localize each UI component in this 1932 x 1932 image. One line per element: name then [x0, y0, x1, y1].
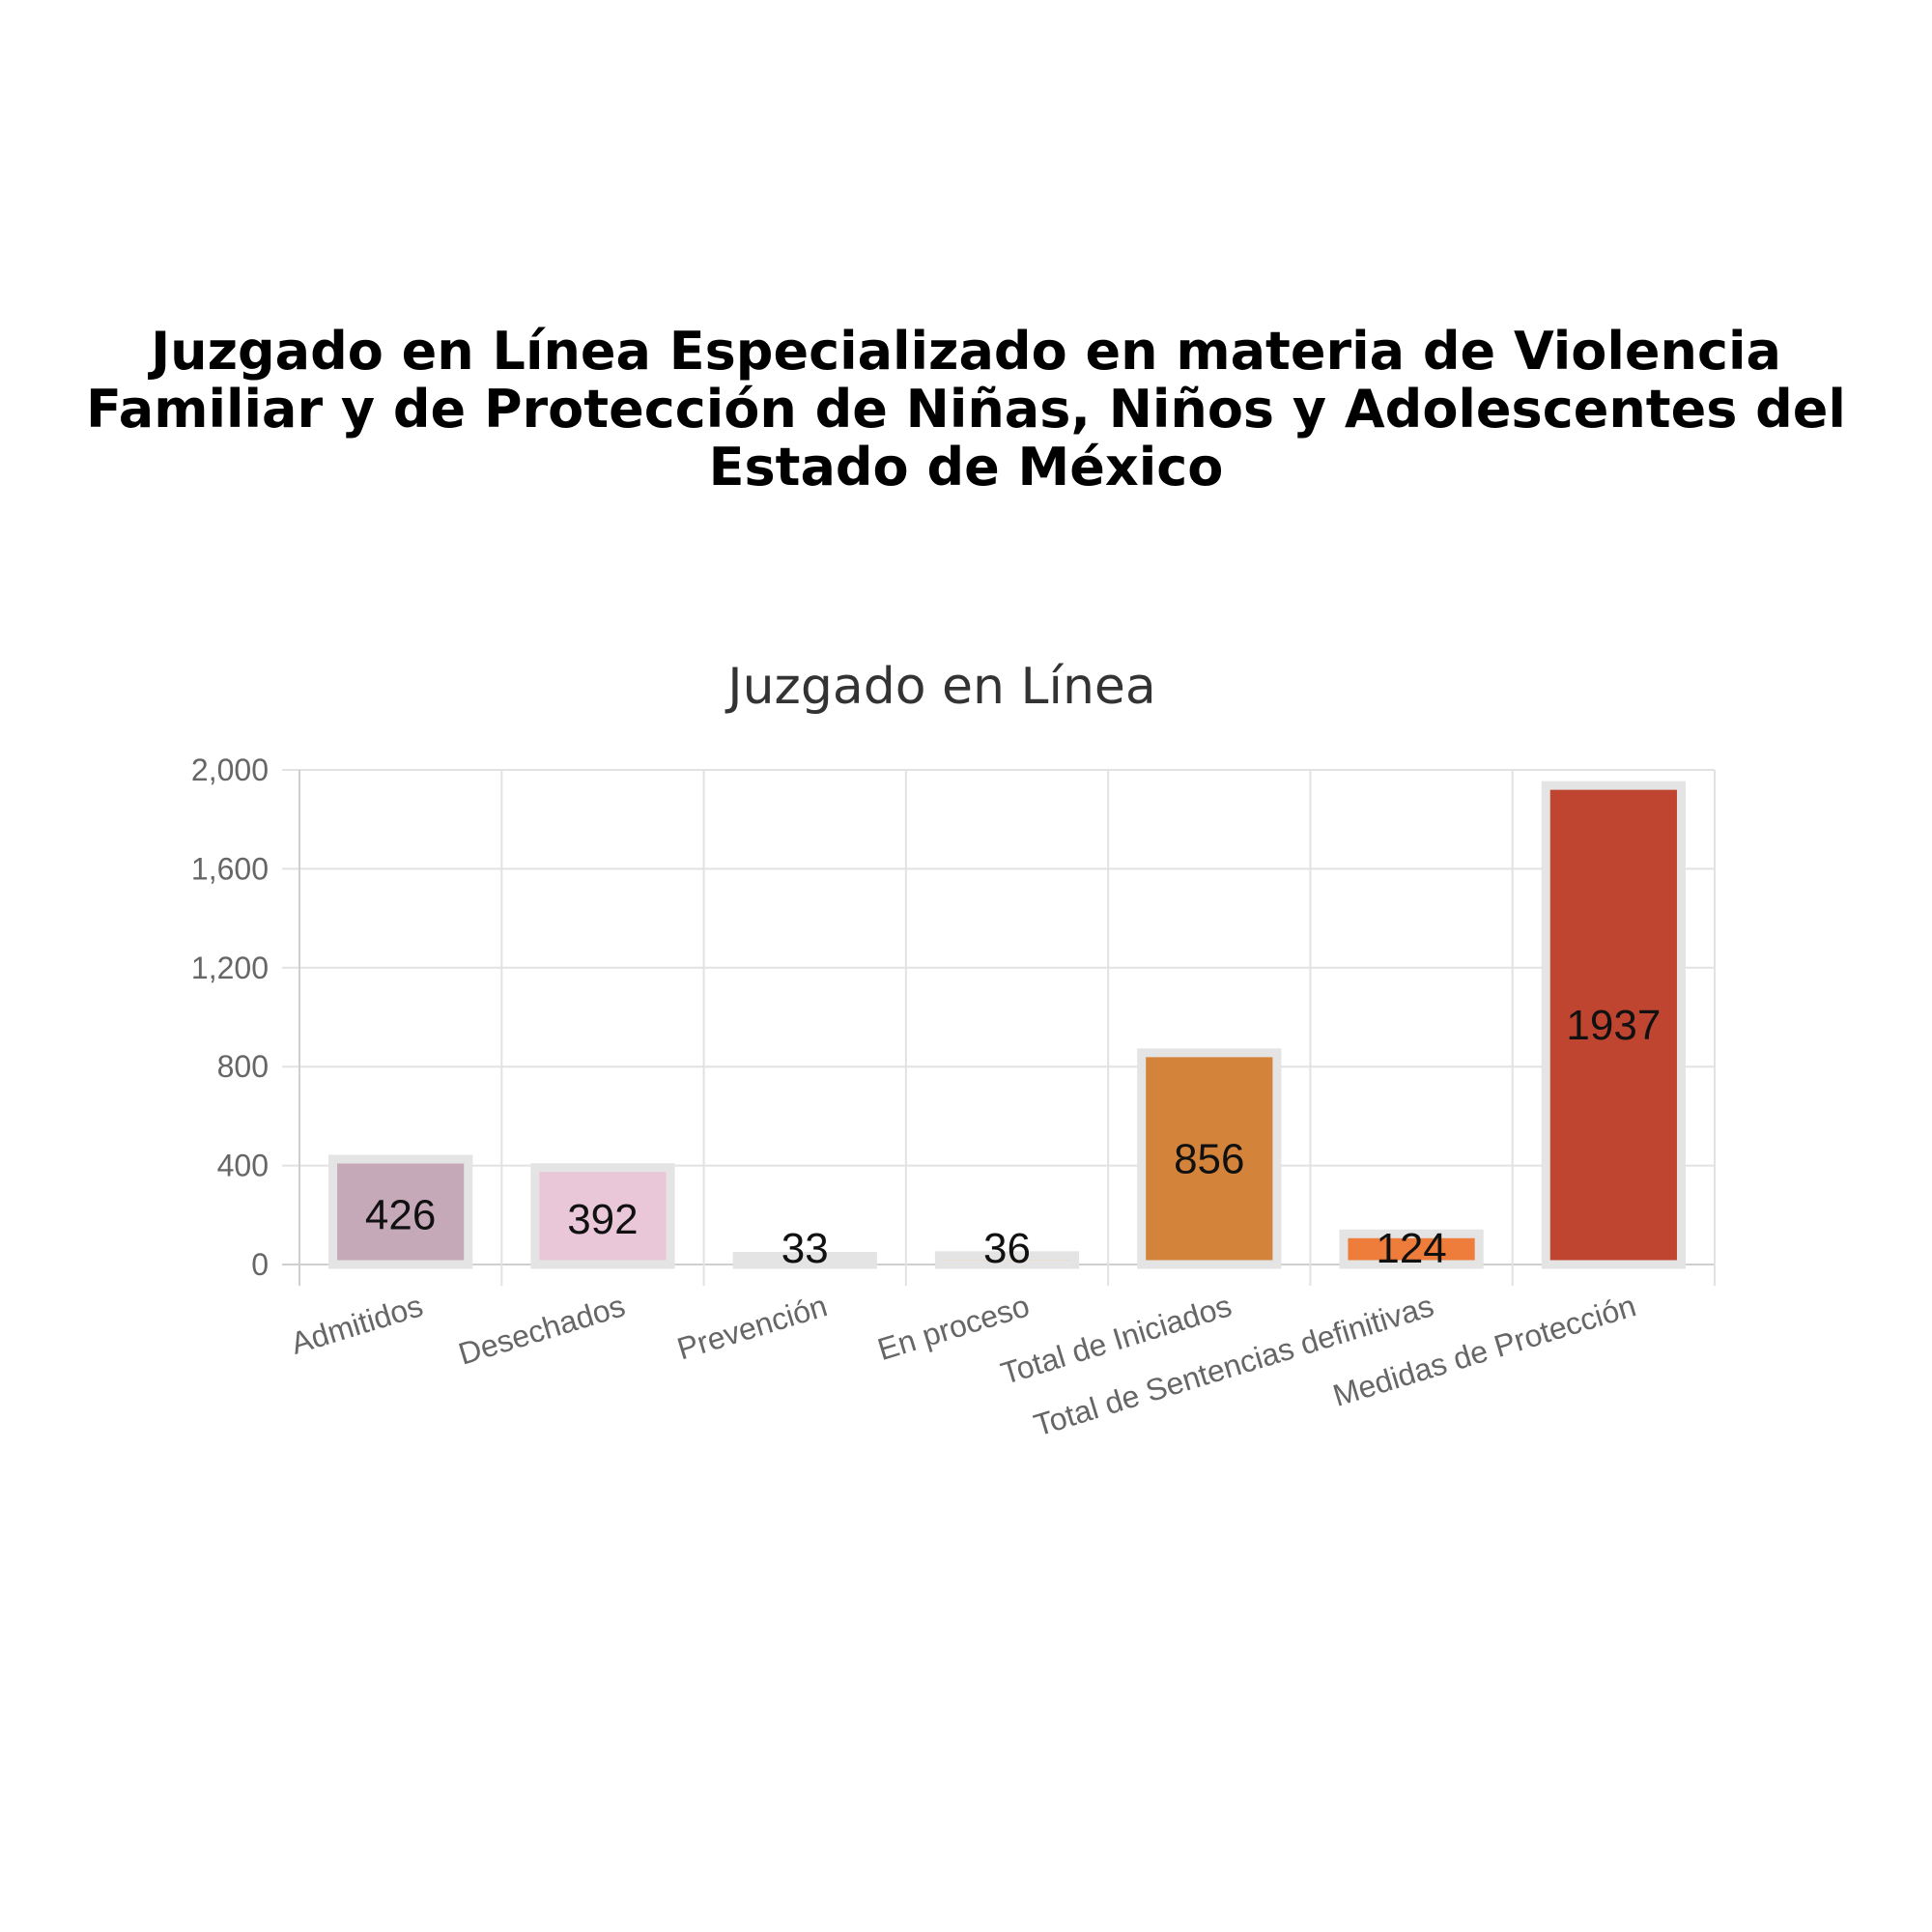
y-tick-label: 1,600: [191, 851, 269, 886]
x-tick-label: Desechados: [454, 1288, 629, 1371]
y-axis-ticks: 0 400 800 1,200 1,600 2,000: [191, 753, 269, 1282]
y-tick-label: 2,000: [191, 753, 269, 787]
bar: [530, 1163, 675, 1269]
bar-value-label: 36: [983, 1225, 1031, 1272]
bar-value-label: 124: [1376, 1225, 1446, 1272]
page-heading: Juzgado en Línea Especializado en materi…: [86, 321, 1846, 497]
y-tick-label: 800: [217, 1049, 269, 1084]
bar-value-label: 426: [365, 1191, 436, 1238]
y-tick-label: 0: [251, 1247, 269, 1282]
bar: [1541, 781, 1686, 1269]
y-tick-label: 1,200: [191, 951, 269, 985]
x-axis-ticks: Admitidos Desechados Prevención En procesoT…: [287, 1288, 1640, 1442]
bar-value-label: 1937: [1566, 1002, 1661, 1049]
bar-value-label: 392: [567, 1196, 638, 1243]
bar: [1339, 1229, 1484, 1269]
grid-lines: [282, 769, 1716, 1286]
bars: [328, 781, 1686, 1269]
x-tick-label: Prevención: [673, 1288, 832, 1366]
chart-title: Juzgado en Línea: [724, 658, 1156, 716]
bar: [732, 1252, 877, 1269]
value-labels: 426 392 33 36 856 124 1937: [365, 1002, 1661, 1272]
bar: [1137, 1048, 1282, 1269]
bar-value-label: 33: [781, 1225, 829, 1272]
bar: [328, 1154, 473, 1269]
y-tick-label: 400: [217, 1149, 269, 1183]
x-tick-label: Admitidos: [287, 1288, 427, 1361]
bar: [934, 1251, 1080, 1269]
bar-value-label: 856: [1174, 1135, 1244, 1182]
